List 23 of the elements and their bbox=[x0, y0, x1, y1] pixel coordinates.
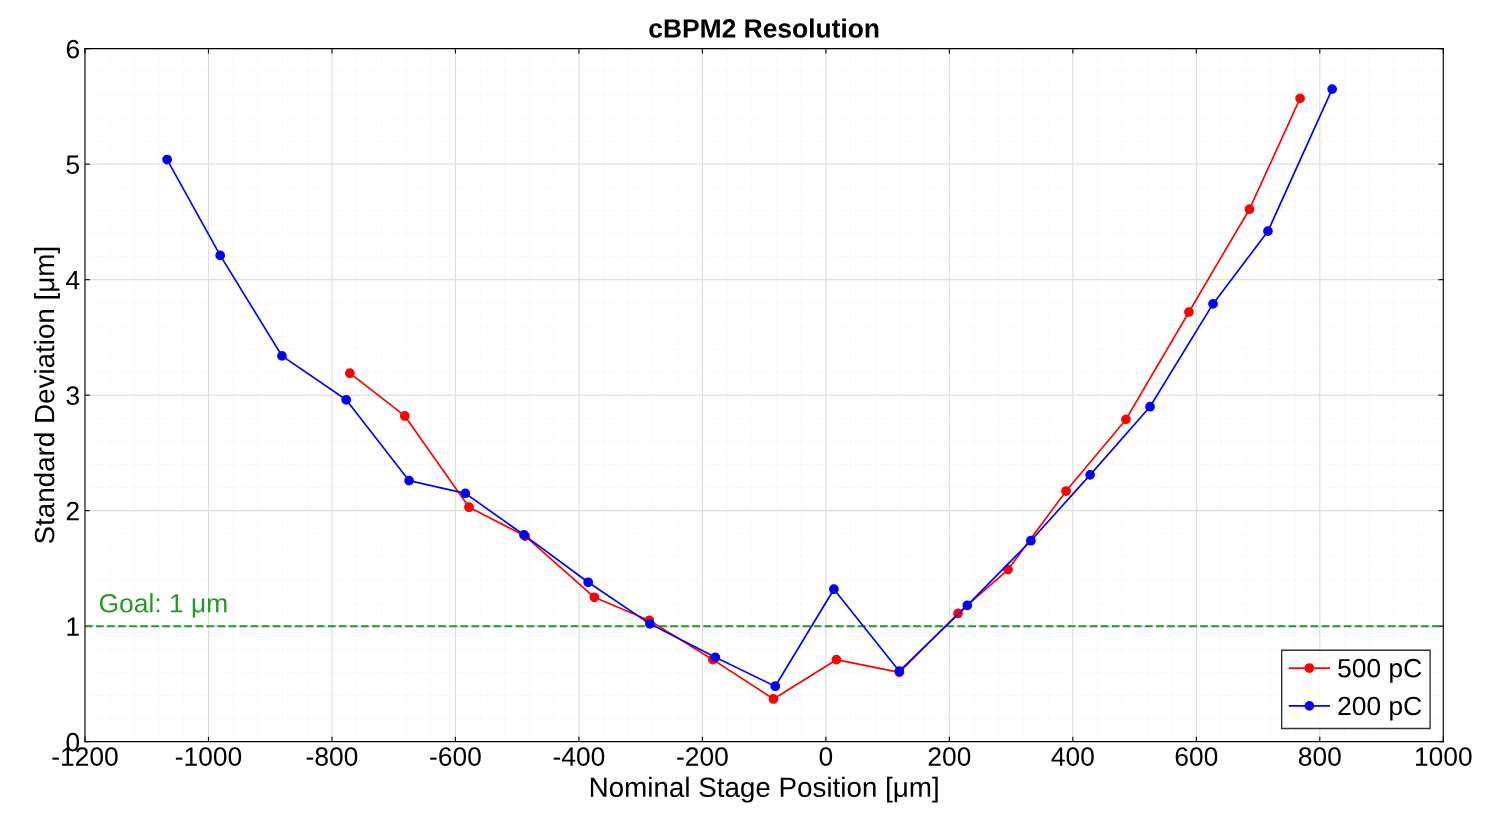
x-tick-label: 800 bbox=[1298, 747, 1341, 766]
x-tick-label: -1000 bbox=[175, 747, 242, 766]
y-tick-label: 6 bbox=[66, 39, 79, 59]
legend-label: 500 pC bbox=[1338, 658, 1422, 683]
x-tick-label: -800 bbox=[306, 747, 358, 766]
x-axis-title: Nominal Stage Position [μm] bbox=[590, 776, 938, 803]
x-tick-label: 1000 bbox=[1415, 747, 1472, 766]
y-axis-title: Standard Deviation [μm] bbox=[34, 247, 60, 544]
x-tick-label: -200 bbox=[677, 747, 728, 766]
ref-line-label: Goal: 1 μm bbox=[99, 593, 227, 618]
y-tick-label: 2 bbox=[66, 501, 79, 521]
legend-label: 200 pC bbox=[1338, 696, 1422, 721]
x-tick-label: 0 bbox=[819, 747, 833, 766]
x-tick-label: -400 bbox=[553, 747, 605, 766]
y-tick-label: 1 bbox=[67, 617, 79, 636]
y-tick-label: 4 bbox=[66, 271, 80, 290]
chart-title: cBPM2 Resolution bbox=[649, 18, 879, 38]
y-tick-label: 3 bbox=[66, 386, 79, 405]
x-tick-label: 200 bbox=[928, 747, 971, 766]
x-tick-label: 400 bbox=[1051, 747, 1094, 766]
y-tick-label: 5 bbox=[66, 155, 80, 174]
x-tick-label: 600 bbox=[1175, 747, 1218, 766]
x-tick-label: -600 bbox=[430, 747, 481, 766]
